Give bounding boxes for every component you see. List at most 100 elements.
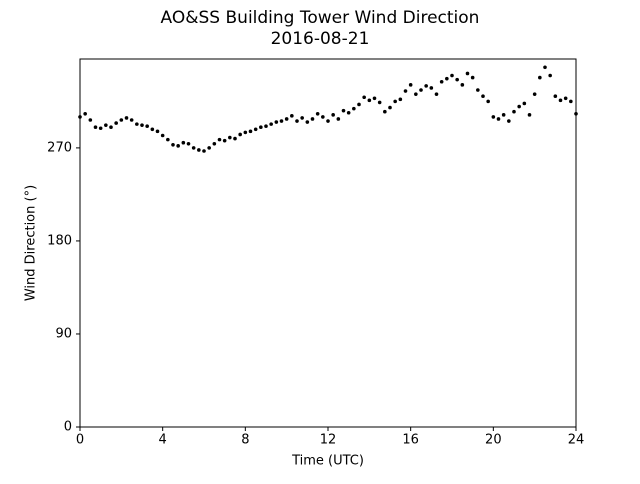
data-point [114,121,118,125]
data-point [186,141,191,146]
x-tick-label: 8 [241,433,249,448]
data-point [191,146,196,150]
data-point [507,119,511,123]
y-axis-label: Wind Direction (°) [24,185,39,301]
data-point [367,98,372,103]
data-point [481,94,485,99]
data-point [424,84,428,88]
data-point [393,99,397,104]
x-tick-label: 12 [320,433,337,448]
data-point [563,96,568,101]
y-tick-label: 180 [47,233,72,248]
data-point [166,137,170,142]
x-tick-label: 4 [159,433,167,448]
data-point [377,100,382,105]
data-point [496,117,501,121]
data-point [233,136,237,141]
data-point [98,126,103,131]
data-point [569,99,573,104]
x-tick-label: 0 [76,433,84,448]
data-point [222,138,227,143]
data-point [119,118,124,122]
data-point [83,111,87,116]
data-point [527,113,532,117]
x-tick-label: 20 [485,433,502,448]
data-point [290,114,294,118]
data-point [445,76,449,81]
data-point [357,102,361,107]
chart-title: AO&SS Building Tower Wind Direction [161,8,480,28]
data-point [346,110,351,115]
data-point [434,92,439,96]
data-point [408,83,413,87]
data-point [202,149,206,153]
data-point [362,95,366,100]
data-point [207,146,211,150]
x-axis-label: Time (UTC) [291,454,364,469]
data-point [326,119,330,123]
data-point [553,94,558,99]
data-point [109,125,113,130]
data-point [264,124,268,128]
data-point [160,133,165,138]
data-point [253,127,258,132]
data-point [88,118,93,122]
data-point [269,122,273,126]
y-tick-label: 0 [64,420,72,435]
data-point [486,99,490,104]
data-point [455,77,459,82]
data-point [238,132,242,137]
data-point [522,101,527,106]
data-point [543,65,547,70]
data-point [217,137,222,142]
data-point [372,96,377,101]
data-point [129,118,134,122]
data-point [336,117,341,121]
data-point [398,97,403,102]
data-point [104,123,108,127]
data-point [150,127,155,132]
data-point [388,105,392,110]
data-point [124,116,129,120]
data-point [517,104,521,109]
data-point [78,115,82,119]
data-point [532,92,537,96]
data-point [460,83,465,87]
data-point [331,113,335,117]
data-point [315,111,320,116]
data-point [321,115,325,119]
data-point [212,141,217,146]
data-point [248,129,253,134]
data-point [383,109,387,114]
plot-frame [79,58,577,428]
x-tick-label: 16 [402,433,419,448]
data-point [135,122,139,126]
data-point [352,106,356,111]
data-point [538,75,542,80]
data-point [512,109,516,114]
data-point [310,117,315,121]
data-point [305,120,310,124]
chart-subtitle: 2016-08-21 [271,29,370,49]
data-point [450,73,454,78]
data-point [501,113,506,117]
data-point [574,111,578,116]
x-tick-label: 24 [568,433,585,448]
data-point [491,115,496,119]
data-point [414,92,418,96]
data-point [429,86,434,90]
data-point [197,148,201,152]
data-point [140,123,144,127]
data-point [145,124,149,128]
data-point [259,125,263,130]
data-point [155,129,160,134]
data-point [176,144,180,148]
data-point [403,89,408,93]
data-point [465,71,470,76]
data-point [476,88,480,92]
y-tick-label: 90 [55,326,72,341]
data-point [300,116,304,120]
data-point [228,135,232,140]
data-point [295,119,299,123]
